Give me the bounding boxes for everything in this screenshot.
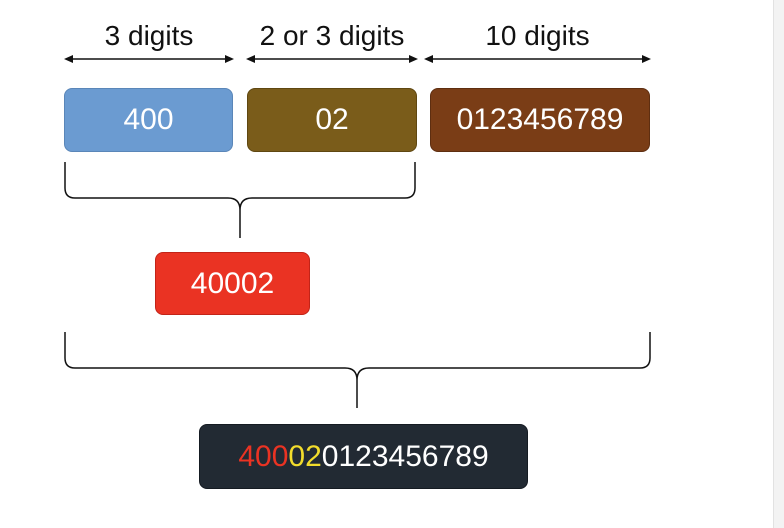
arrowhead-left <box>246 55 255 63</box>
segment-box-first: 400 <box>64 88 233 152</box>
label-third-segment-length: 10 digits <box>485 20 590 51</box>
arrowhead-right <box>642 55 651 63</box>
segment-value-third: 0123456789 <box>456 103 624 136</box>
segment-value-second: 02 <box>315 103 349 136</box>
label-second-segment-length: 2 or 3 digits <box>259 20 405 51</box>
result-part-third: 0123456789 <box>321 439 489 473</box>
combined-box: 40002 <box>155 252 310 315</box>
segment-box-third: 0123456789 <box>430 88 650 152</box>
result-part-second: 02 <box>288 439 322 473</box>
right-edge-strip <box>773 0 784 528</box>
combined-value: 40002 <box>190 266 275 300</box>
segment-value-first: 400 <box>123 103 174 136</box>
result-box: 400 02 0123456789 <box>199 424 528 489</box>
arrowhead-right <box>409 55 418 63</box>
result-part-first: 400 <box>238 439 289 473</box>
arrowhead-left <box>64 55 73 63</box>
arrowhead-left <box>424 55 433 63</box>
brace-lower <box>64 332 651 408</box>
segment-box-second: 02 <box>247 88 417 152</box>
label-first-segment-length: 3 digits <box>104 20 194 51</box>
arrowhead-right <box>225 55 234 63</box>
brace-upper <box>64 162 416 238</box>
